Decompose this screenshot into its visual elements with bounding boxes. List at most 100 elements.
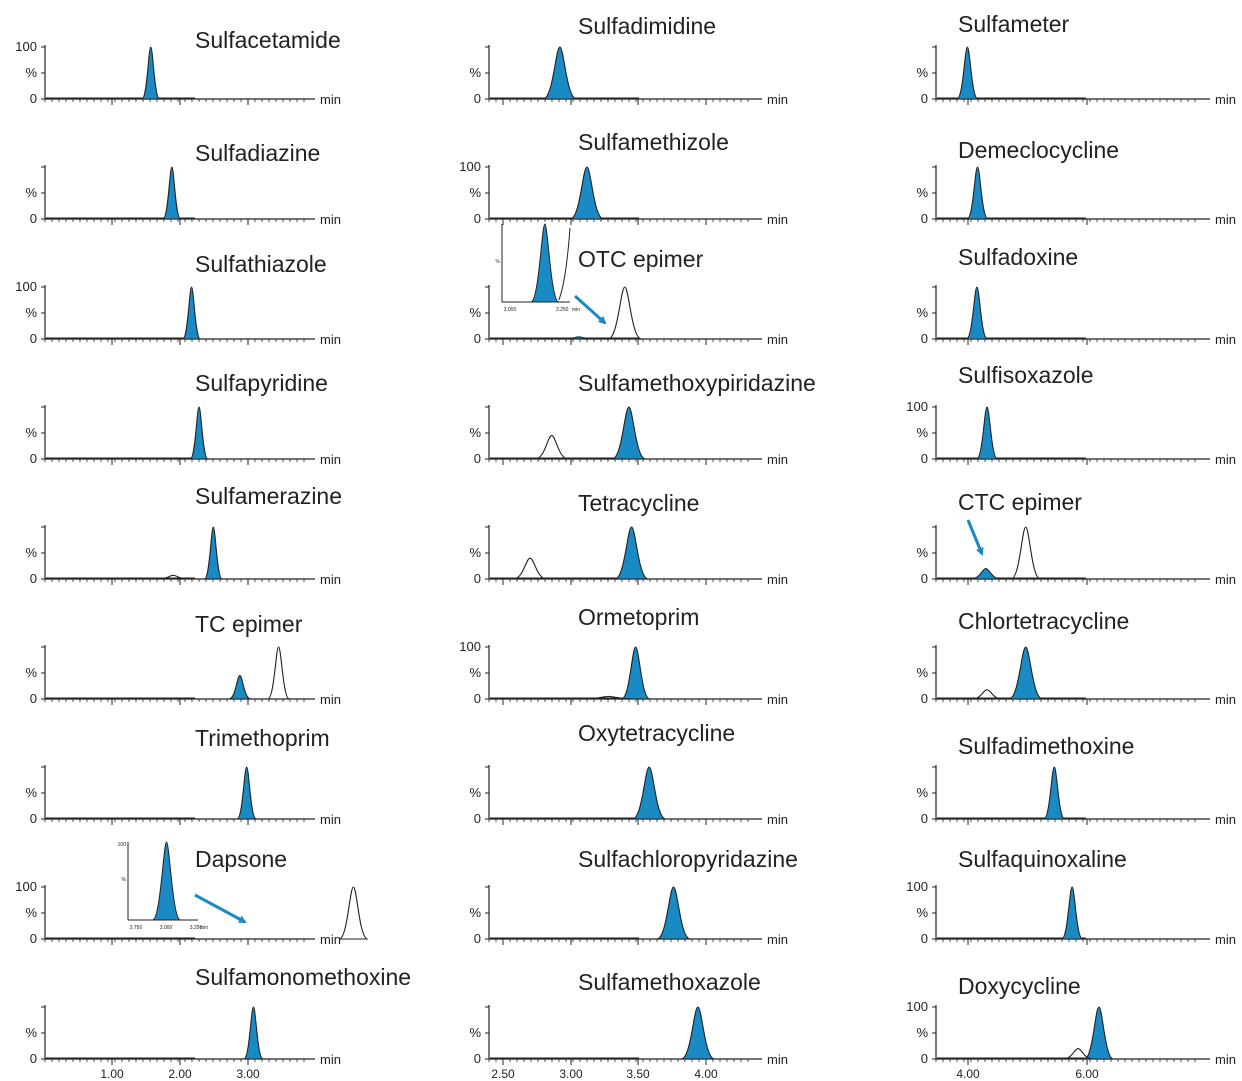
y-zero-label: 0 — [921, 1051, 928, 1066]
panel-title: Sulfamerazine — [195, 483, 342, 509]
y-max-label: 100 — [906, 879, 928, 894]
panel-title: Sulfamonomethoxine — [195, 964, 411, 990]
x-unit-label: min — [1215, 812, 1236, 827]
x-tick-label: 3.00 — [559, 1067, 583, 1081]
y-axis-label: % — [916, 425, 928, 440]
inset-tick-label: 3.250 — [190, 925, 203, 931]
x-tick-label: 3.00 — [236, 1067, 260, 1081]
y-axis-label: % — [916, 305, 928, 320]
panel-title: Trimethoprim — [195, 725, 330, 751]
panel-oxytetracycline: Oxytetracycline 0% min — [469, 720, 788, 827]
y-zero-label: 0 — [921, 931, 928, 946]
panel-sulfachloropyridazine: Sulfachloropyridazine 0% min — [469, 846, 797, 947]
analyte-peak — [680, 1006, 715, 1060]
x-unit-label: min — [320, 1052, 341, 1067]
y-zero-label: 0 — [30, 1051, 37, 1066]
y-axis-label: % — [469, 545, 481, 560]
x-unit-label: min — [320, 572, 341, 587]
x-unit-label: min — [1215, 332, 1236, 347]
secondary-peak — [1063, 1048, 1093, 1060]
y-axis-label: % — [25, 185, 37, 200]
y-axis-label: % — [916, 665, 928, 680]
y-axis-label: % — [25, 665, 37, 680]
analyte-peak — [614, 526, 649, 580]
y-axis-label: % — [916, 905, 928, 920]
y-zero-label: 0 — [30, 691, 37, 706]
y-axis-label: % — [25, 65, 37, 80]
analyte-peak — [971, 568, 1001, 580]
y-axis-label: % — [916, 1025, 928, 1040]
inset-unit-label: min — [572, 307, 580, 313]
panel-title: OTC epimer — [578, 246, 704, 272]
analyte-peak — [228, 675, 251, 700]
x-unit-label: min — [767, 812, 788, 827]
panel-title: Sulfisoxazole — [958, 362, 1094, 388]
analyte-peak — [162, 166, 182, 220]
x-unit-label: min — [767, 692, 788, 707]
y-max-label: 100 — [906, 399, 928, 414]
y-axis-label: % — [469, 1025, 481, 1040]
y-zero-label: 0 — [921, 691, 928, 706]
panel-sulfamethoxypiridazine: Sulfamethoxypiridazine 0% min — [469, 370, 815, 467]
y-zero-label: 0 — [474, 331, 481, 346]
analyte-peak — [542, 46, 577, 100]
x-unit-label: min — [320, 932, 341, 947]
inset-tick-label: 3.000 — [160, 925, 173, 931]
panel-sulfacetamide: Sulfacetamide 0% 100 min — [15, 27, 341, 107]
panel-sulfadiazine: Sulfadiazine 0% min — [25, 140, 341, 227]
panel-tetracycline: Tetracycline 0% min — [469, 490, 788, 587]
y-zero-label: 0 — [30, 91, 37, 106]
x-tick-label: 4.00 — [694, 1067, 718, 1081]
panel-title: Doxycycline — [958, 973, 1081, 999]
y-max-label: 100 — [459, 159, 481, 174]
secondary-peak — [1010, 526, 1041, 580]
panel-title: Demeclocycline — [958, 137, 1119, 163]
analyte-peak — [611, 406, 646, 460]
panel-title: Sulfamethoxazole — [578, 969, 761, 995]
x-unit-label: min — [1215, 692, 1236, 707]
y-zero-label: 0 — [921, 571, 928, 586]
y-axis-label: % — [469, 425, 481, 440]
y-zero-label: 0 — [30, 571, 37, 586]
y-zero-label: 0 — [921, 331, 928, 346]
panel-title: Sulfamethizole — [578, 129, 729, 155]
inset-y-max: 100 — [118, 842, 127, 848]
y-zero-label: 0 — [30, 811, 37, 826]
secondary-peak — [607, 286, 642, 340]
y-zero-label: 0 — [474, 571, 481, 586]
analyte-peak — [1043, 766, 1066, 820]
y-axis-label: % — [469, 905, 481, 920]
panel-title: Sulfadimidine — [578, 13, 716, 39]
y-axis-label: % — [25, 785, 37, 800]
y-zero-label: 0 — [921, 451, 928, 466]
panel-sulfamerazine: Sulfamerazine 0% min — [25, 483, 342, 587]
panel-title: Sulfadiazine — [195, 140, 320, 166]
analyte-peak — [564, 336, 594, 340]
x-unit-label: min — [320, 452, 341, 467]
panel-sulfamethoxazole: Sulfamethoxazole 0% min 2.50 3.00 3.50 4.00 — [469, 969, 788, 1081]
inset-tick-label: 2.750 — [130, 925, 143, 931]
y-max-label: 100 — [459, 639, 481, 654]
y-axis-label: % — [469, 305, 481, 320]
panel-sulfapyridine: Sulfapyridine 0% min — [25, 370, 341, 467]
y-zero-label: 0 — [474, 91, 481, 106]
panel-title: Sulfameter — [958, 11, 1070, 37]
pointer-arrow — [573, 294, 607, 325]
panel-title: Chlortetracycline — [958, 608, 1129, 634]
x-unit-label: min — [1215, 452, 1236, 467]
x-tick-label: 6.00 — [1075, 1067, 1099, 1081]
x-unit-label: min — [1215, 1052, 1236, 1067]
x-unit-label: min — [767, 1052, 788, 1067]
y-max-label: 100 — [15, 39, 37, 54]
x-unit-label: min — [1215, 212, 1236, 227]
analyte-peak — [965, 286, 988, 340]
panel-title: Tetracycline — [578, 490, 699, 516]
x-unit-label: min — [1215, 932, 1236, 947]
y-axis-label: % — [916, 185, 928, 200]
y-zero-label: 0 — [474, 451, 481, 466]
analyte-peak — [1083, 1006, 1114, 1060]
analyte-peak — [189, 406, 209, 460]
secondary-peak — [158, 574, 188, 580]
analyte-peak — [243, 1006, 264, 1060]
